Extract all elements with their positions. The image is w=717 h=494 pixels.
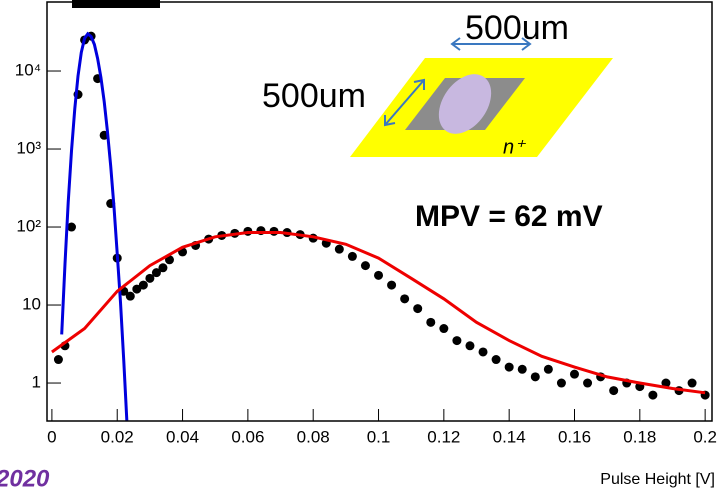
data-point	[138, 280, 148, 290]
x-tick-label: 0	[47, 427, 56, 446]
data-point	[609, 386, 619, 396]
data-point	[504, 362, 514, 372]
arrow	[384, 79, 425, 126]
data-point	[556, 378, 566, 388]
active-area	[438, 74, 492, 134]
data-point	[465, 341, 475, 351]
data-point	[426, 317, 436, 327]
y-tick-label: 10³	[16, 139, 41, 158]
y-tick-label: 10⁴	[15, 61, 41, 80]
data-point	[374, 270, 384, 280]
data-point	[347, 251, 357, 261]
x-tick-label: 0.08	[297, 427, 330, 446]
x-tick-label: 0.14	[493, 427, 526, 446]
arrow-head	[450, 37, 461, 51]
data-point	[400, 294, 410, 304]
data-point	[334, 244, 344, 254]
data-point	[687, 378, 697, 388]
x-tick-label: 0.04	[166, 427, 199, 446]
x-tick-label: 0.02	[101, 427, 134, 446]
fit-curve	[60, 31, 129, 421]
data-point	[530, 372, 540, 382]
x-tick-label: 0.2	[693, 427, 717, 446]
x-tick-label: 0.16	[558, 427, 591, 446]
arrow-head	[384, 115, 396, 127]
y-tick-label: 1	[32, 373, 41, 392]
y-tick-label: 10	[22, 295, 41, 314]
inset-diagram: 500um 500um n⁺	[262, 9, 613, 158]
data-point	[661, 378, 671, 388]
annotation: 500um	[262, 77, 366, 115]
data-point	[360, 261, 370, 271]
data-point	[53, 355, 63, 365]
data-point	[145, 273, 155, 283]
data-point	[125, 291, 135, 301]
data-point	[478, 347, 488, 357]
arrow-head	[521, 37, 532, 51]
data-point	[491, 355, 501, 365]
header-bar	[72, 0, 160, 8]
data-point	[452, 336, 462, 346]
data-point	[413, 304, 423, 314]
data-point	[648, 390, 658, 400]
data-point	[387, 280, 397, 290]
data-point	[151, 268, 161, 278]
footer: 2020	[0, 465, 50, 492]
arrow-head	[413, 78, 425, 90]
data-point	[569, 369, 579, 379]
data-point	[543, 364, 553, 374]
annotation: 500um	[465, 9, 569, 47]
annotation: MPV = 62 mV	[415, 200, 603, 233]
plot-frame	[46, 1, 713, 422]
x-tick-label: 0.06	[231, 427, 264, 446]
data-point	[132, 284, 142, 294]
x-tick-label: 0.12	[427, 427, 460, 446]
x-tick-label: 0.1	[367, 427, 391, 446]
data-point	[66, 222, 76, 232]
annotation: n⁺	[503, 136, 526, 158]
data-point	[583, 378, 593, 388]
x-axis-label: Pulse Height [V]	[600, 471, 715, 488]
plot-area	[51, 31, 710, 421]
fit-curve	[51, 231, 706, 395]
y-tick-label: 10²	[16, 217, 41, 236]
data-point	[439, 324, 449, 334]
data-point	[517, 364, 527, 374]
x-tick-label: 0.18	[623, 427, 656, 446]
data-point	[158, 263, 168, 273]
